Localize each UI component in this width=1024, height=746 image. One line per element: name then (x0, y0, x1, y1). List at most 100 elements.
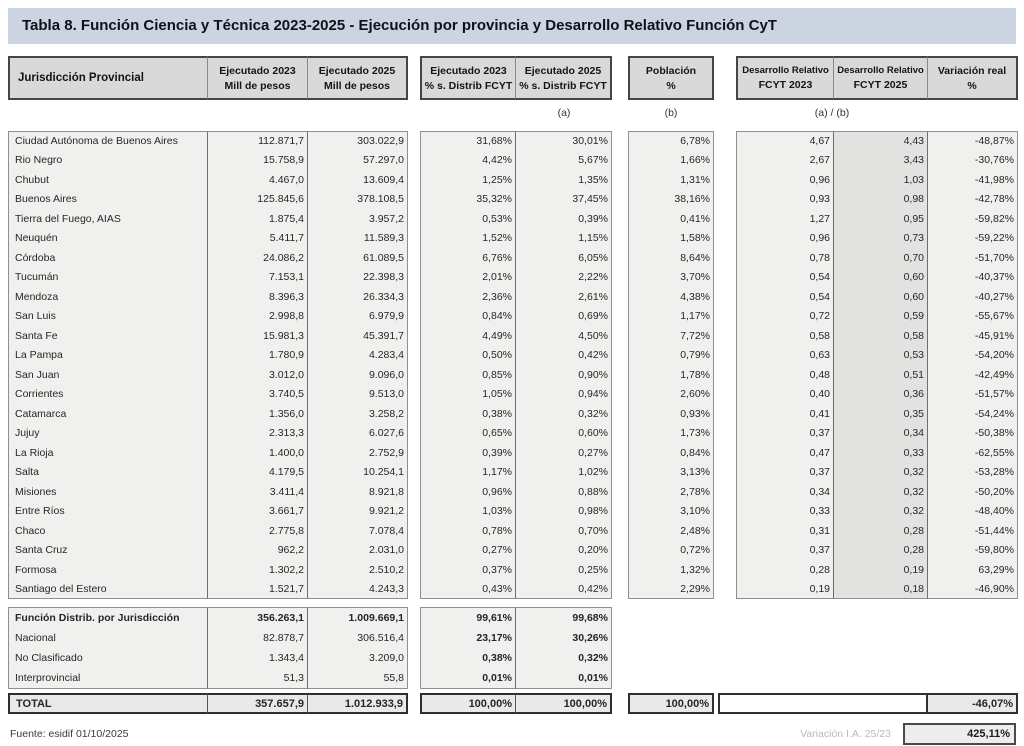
poblacion-cell: 0,41% (628, 209, 714, 229)
ejecutado-2025-cell: 11.589,3 (308, 228, 408, 248)
column-gap (408, 229, 420, 249)
pct-distrib-2025-cell: 0,25% (516, 560, 612, 580)
header-line2: FCYT 2025 (853, 79, 908, 91)
province-name-cell: Buenos Aires (8, 189, 208, 209)
variacion-ia-label: Variación I.A. 25/23 (800, 728, 891, 740)
desarrollo-2023-cell: 0,93 (736, 189, 834, 209)
pct-distrib-2023-cell: 0,39% (420, 443, 516, 463)
ejecutado-2023-cell: 1.780,9 (208, 345, 308, 365)
pct-distrib-2023-cell: 0,38% (420, 648, 516, 669)
ejecutado-2023-cell: 1.521,7 (208, 579, 308, 599)
ejecutado-2025-cell: 57.297,0 (308, 150, 408, 170)
province-name-cell: Chubut (8, 170, 208, 190)
column-gap (714, 443, 736, 463)
ejecutado-2023-cell: 962,2 (208, 540, 308, 560)
province-name-cell: Santiago del Estero (8, 579, 208, 599)
poblacion-cell: 1,17% (628, 306, 714, 326)
variacion-real-cell: -59,80% (928, 540, 1018, 560)
pct-distrib-2023-cell: 1,05% (420, 384, 516, 404)
poblacion-cell: 7,72% (628, 326, 714, 346)
variacion-real-cell: -62,55% (928, 443, 1018, 463)
column-gap (408, 541, 420, 561)
desarrollo-2023-cell: 0,47 (736, 443, 834, 463)
pct-distrib-2023-cell: 0,38% (420, 404, 516, 424)
header-line1: Ejecutado 2025 (318, 64, 396, 77)
column-gap (612, 463, 628, 483)
pct-distrib-2023-cell: 31,68% (420, 131, 516, 151)
column-gap (408, 669, 420, 690)
desarrollo-2025-cell: 0,95 (834, 209, 928, 229)
province-name-cell: Mendoza (8, 287, 208, 307)
province-name-cell: Ciudad Autónoma de Buenos Aires (8, 131, 208, 151)
variacion-real-cell: -50,20% (928, 482, 1018, 502)
summary-row: Función Distrib. por Jurisdicción 356.26… (8, 607, 1016, 628)
column-gap (612, 502, 628, 522)
table-row: Misiones 3.411,4 8.921,8 0,96% 0,88% 2,7… (8, 482, 1018, 502)
poblacion-cell: 1,32% (628, 560, 714, 580)
pct-distrib-2023-cell: 0,50% (420, 345, 516, 365)
desarrollo-2025-cell: 0,32 (834, 501, 928, 521)
column-gap (612, 521, 628, 541)
summary-row: Nacional 82.878,7 306.516,4 23,17% 30,26… (8, 627, 1016, 649)
desarrollo-2023-cell: 0,33 (736, 501, 834, 521)
variacion-real-cell: -30,76% (928, 150, 1018, 170)
ejecutado-2025-cell: 3.258,2 (308, 404, 408, 424)
pct-distrib-2023-cell: 0,27% (420, 540, 516, 560)
ejecutado-2023-cell: 2.775,8 (208, 521, 308, 541)
summary-name-cell: Función Distrib. por Jurisdicción (8, 607, 208, 628)
column-gap (408, 648, 420, 669)
column-gap (408, 482, 420, 502)
ejecutado-2025-cell: 9.096,0 (308, 365, 408, 385)
pct-distrib-2023-cell: 1,25% (420, 170, 516, 190)
ejecutado-2025-cell: 306.516,4 (308, 627, 408, 648)
desarrollo-2025-cell: 0,18 (834, 579, 928, 599)
header-line2: FCYT 2023 (758, 79, 813, 91)
desarrollo-2023-cell: 0,96 (736, 228, 834, 248)
poblacion-cell: 0,72% (628, 540, 714, 560)
column-gap (612, 209, 628, 229)
column-gap (408, 424, 420, 444)
variacion-real-cell: -53,28% (928, 462, 1018, 482)
column-gap (408, 607, 420, 628)
variacion-real-cell: -48,40% (928, 501, 1018, 521)
column-gap (714, 307, 736, 327)
table-row: Ciudad Autónoma de Buenos Aires 112.871,… (8, 131, 1018, 151)
column-gap (408, 170, 420, 190)
column-gap (408, 693, 420, 714)
pct-distrib-2023-cell: 1,17% (420, 462, 516, 482)
column-gap (714, 385, 736, 405)
province-name-cell: La Rioja (8, 443, 208, 463)
column-gap (612, 56, 628, 100)
desarrollo-2023-cell: 0,37 (736, 462, 834, 482)
pct-distrib-2023-cell: 1,03% (420, 501, 516, 521)
variacion-real-cell: -40,27% (928, 287, 1018, 307)
ejecutado-2023-cell: 7.153,1 (208, 267, 308, 287)
desarrollo-2023-cell: 0,19 (736, 579, 834, 599)
provinces-table: Ciudad Autónoma de Buenos Aires 112.871,… (8, 131, 1018, 599)
column-gap (612, 307, 628, 327)
pct-distrib-2023-cell: 0,85% (420, 365, 516, 385)
ejecutado-2023-cell: 1.356,0 (208, 404, 308, 424)
column-gap (408, 628, 420, 649)
pct-distrib-2025-cell: 0,70% (516, 521, 612, 541)
variacion-real-cell: -54,20% (928, 345, 1018, 365)
column-gap (714, 365, 736, 385)
column-gap (612, 404, 628, 424)
variacion-real-cell: -51,70% (928, 248, 1018, 268)
total-row: TOTAL 357.657,9 1.012.933,9 100,00% 100,… (8, 693, 1018, 714)
desarrollo-2025-cell: 4,43 (834, 131, 928, 151)
pct-distrib-2023-cell: 23,17% (420, 627, 516, 648)
pct-distrib-2023-cell: 35,32% (420, 189, 516, 209)
table-row: San Luis 2.998,8 6.979,9 0,84% 0,69% 1,1… (8, 306, 1018, 327)
column-gap (612, 248, 628, 268)
province-name-cell: Santa Cruz (8, 540, 208, 560)
desarrollo-2023-cell: 0,58 (736, 326, 834, 346)
total-ejecutado-2023-cell: 357.657,9 (208, 693, 308, 714)
column-gap (408, 268, 420, 288)
desarrollo-2025-cell: 0,33 (834, 443, 928, 463)
ejecutado-2025-cell: 2.510,2 (308, 560, 408, 580)
province-name-cell: Tucumán (8, 267, 208, 287)
header-line1: Desarrollo Relativo (837, 65, 924, 76)
header-line1: Ejecutado 2025 (524, 64, 602, 77)
header-ejecutado-2025-pct: Ejecutado 2025 % s. Distrib FCYT (516, 56, 612, 100)
